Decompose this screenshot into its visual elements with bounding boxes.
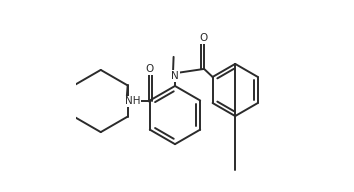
Text: O: O: [199, 33, 207, 43]
Text: O: O: [146, 64, 154, 74]
Text: NH: NH: [125, 96, 141, 106]
Text: N: N: [171, 71, 179, 81]
